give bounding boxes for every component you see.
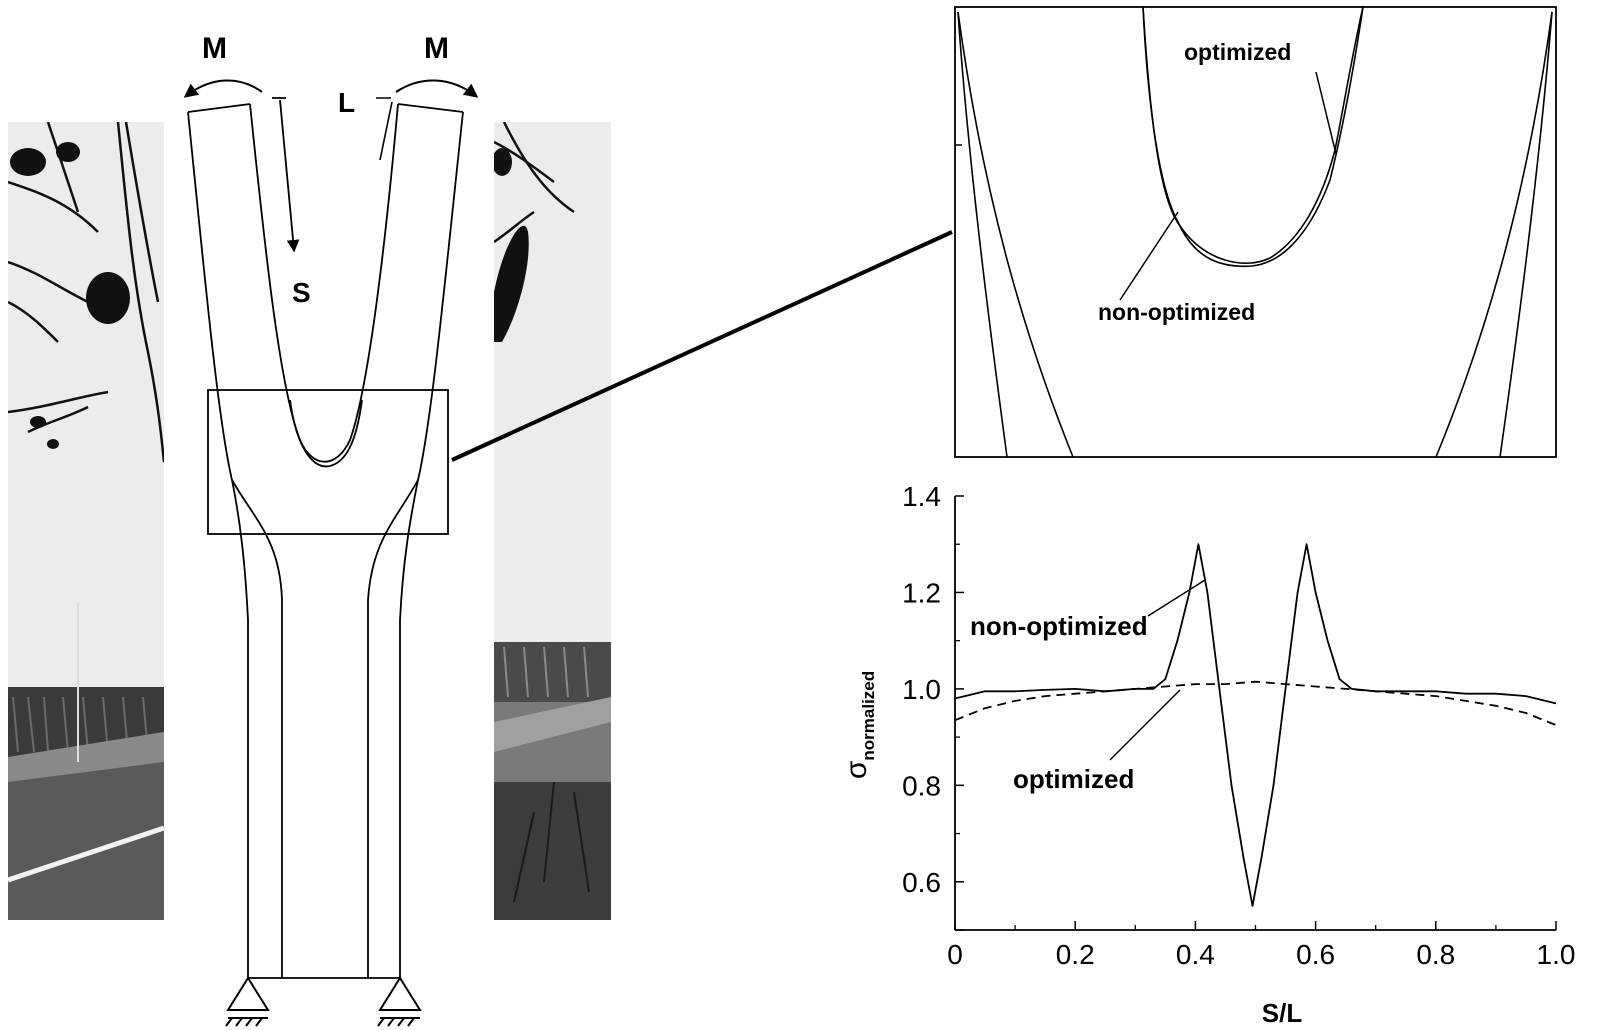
- inset-outer-left-a: [957, 11, 1008, 458]
- x-tick-label: 0.4: [1176, 939, 1215, 970]
- x-tick-label: 0: [947, 939, 963, 970]
- zoom-inset: optimized non-optimized: [954, 6, 1557, 458]
- y-axis-label: σnormalized: [840, 671, 878, 779]
- crotch-optimized-curve: [289, 399, 363, 468]
- annotation-leader-non-optimized: [1147, 579, 1206, 617]
- chart-axes: [954, 496, 1556, 931]
- photo-strip-right: [494, 122, 611, 920]
- x-tick-label: 0.2: [1056, 939, 1095, 970]
- series-line-non-optimized: [954, 543, 1557, 907]
- support-right: [377, 976, 422, 1027]
- inset-outer-right-b: [1435, 11, 1553, 458]
- moment-arrow-right: [395, 79, 479, 98]
- zoom-inset-frame: [954, 6, 1557, 458]
- left-arm-outer-edge: [187, 111, 249, 978]
- inset-outer-left-b: [957, 11, 1074, 458]
- zoom-region-box: [207, 389, 449, 535]
- series-line-optimized: [954, 680, 1557, 726]
- right-arm-outer-edge: [399, 111, 464, 978]
- length-marker: [376, 97, 393, 161]
- x-tick-label: 0.6: [1296, 939, 1335, 970]
- chart-series: [954, 543, 1557, 907]
- inset-outer-right-a: [1499, 11, 1553, 458]
- annotation-optimized: optimized: [1013, 764, 1134, 794]
- moment-label-left: M: [202, 32, 227, 65]
- tree-photo-left: [8, 122, 164, 920]
- inset-label-optimized: optimized: [1184, 39, 1291, 65]
- inset-label-non-optimized: non-optimized: [1098, 299, 1255, 325]
- chart-ticks: 0 0.2 0.4 0.6 0.8 1.0 0.6 0.8 1.0 1.2 1.4: [902, 481, 1575, 970]
- length-label: L: [338, 87, 355, 118]
- y-axis-label-sigma: σ: [840, 760, 873, 779]
- y-tick-label: 0.6: [902, 867, 941, 898]
- tree-photo-right: [494, 122, 611, 920]
- y-tick-label: 1.4: [902, 481, 941, 512]
- zoom-connector-line: [451, 230, 953, 462]
- y-branch-diagram: [187, 103, 464, 979]
- inset-leader-non-optimized: [1119, 211, 1179, 301]
- x-tick-label: 1.0: [1537, 939, 1576, 970]
- photo-strip-left: [8, 122, 164, 920]
- right-arm-top: [397, 103, 464, 113]
- arc-coordinate-arrow: [272, 97, 294, 250]
- trunk-inner-right: [367, 479, 419, 978]
- y-tick-label: 1.2: [902, 577, 941, 608]
- annotation-leader-optimized: [1109, 689, 1181, 761]
- annotation-non-optimized: non-optimized: [970, 611, 1148, 641]
- x-axis-label: S/L: [1262, 998, 1303, 1028]
- y-tick-label: 0.8: [902, 770, 941, 801]
- inset-crotch-optimized: [1142, 6, 1364, 264]
- x-tick-label: 0.8: [1416, 939, 1455, 970]
- stress-chart: 0 0.2 0.4 0.6 0.8 1.0 0.6 0.8 1.0 1.2 1.4 S/L σnor…: [840, 481, 1575, 1028]
- support-left: [225, 976, 270, 1027]
- inset-leader-optimized: [1315, 71, 1337, 155]
- arc-coordinate-label: S: [292, 277, 311, 308]
- trunk-inner-left: [231, 479, 283, 978]
- left-arm-top: [187, 103, 251, 113]
- moment-label-right: M: [424, 32, 449, 65]
- y-axis-label-subscript: normalized: [859, 671, 878, 761]
- moment-arrow-left: [183, 79, 263, 98]
- crotch-inner-curve: [249, 103, 399, 463]
- y-tick-label: 1.0: [902, 674, 941, 705]
